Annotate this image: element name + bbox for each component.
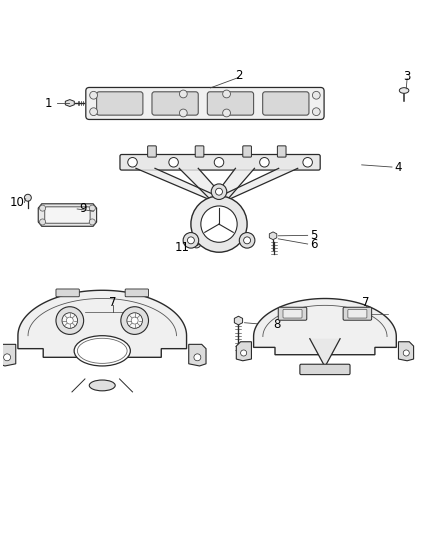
Circle shape <box>303 158 312 167</box>
Polygon shape <box>18 290 187 357</box>
FancyBboxPatch shape <box>263 92 309 115</box>
Circle shape <box>66 317 73 324</box>
Circle shape <box>223 109 230 117</box>
Polygon shape <box>399 342 413 361</box>
Text: 8: 8 <box>274 318 281 332</box>
FancyBboxPatch shape <box>148 146 156 157</box>
Circle shape <box>89 219 95 225</box>
Circle shape <box>191 196 247 252</box>
Text: 6: 6 <box>311 238 318 251</box>
Circle shape <box>211 184 227 199</box>
Circle shape <box>89 205 95 211</box>
FancyBboxPatch shape <box>300 364 350 375</box>
Circle shape <box>127 313 142 328</box>
Text: 9: 9 <box>79 201 87 215</box>
Text: 10: 10 <box>10 196 25 209</box>
Text: 7: 7 <box>362 296 370 309</box>
Circle shape <box>180 109 187 117</box>
FancyBboxPatch shape <box>283 309 302 318</box>
Ellipse shape <box>89 380 115 391</box>
Text: 4: 4 <box>395 160 402 174</box>
Text: 2: 2 <box>235 69 242 82</box>
Circle shape <box>215 188 223 195</box>
FancyBboxPatch shape <box>207 92 254 115</box>
FancyBboxPatch shape <box>278 307 307 320</box>
Circle shape <box>128 158 137 167</box>
Polygon shape <box>269 232 277 240</box>
Circle shape <box>180 90 187 98</box>
Polygon shape <box>38 204 97 227</box>
Polygon shape <box>310 338 340 367</box>
Circle shape <box>169 158 178 167</box>
FancyBboxPatch shape <box>86 87 324 119</box>
Text: 5: 5 <box>311 229 318 242</box>
FancyBboxPatch shape <box>348 309 367 318</box>
Ellipse shape <box>399 88 409 93</box>
Circle shape <box>187 237 194 244</box>
Polygon shape <box>179 168 227 200</box>
Text: 3: 3 <box>403 70 411 83</box>
FancyBboxPatch shape <box>56 289 79 297</box>
Circle shape <box>90 91 98 99</box>
FancyBboxPatch shape <box>120 155 320 170</box>
FancyBboxPatch shape <box>45 207 90 223</box>
Polygon shape <box>236 342 251 361</box>
FancyBboxPatch shape <box>97 92 143 115</box>
FancyBboxPatch shape <box>277 146 286 157</box>
Polygon shape <box>211 168 254 200</box>
Polygon shape <box>0 344 16 366</box>
FancyBboxPatch shape <box>195 146 204 157</box>
Polygon shape <box>65 100 74 107</box>
Circle shape <box>312 108 320 116</box>
Ellipse shape <box>74 336 131 366</box>
FancyBboxPatch shape <box>243 146 251 157</box>
FancyBboxPatch shape <box>152 92 198 115</box>
Circle shape <box>201 206 237 243</box>
Circle shape <box>25 195 32 201</box>
Circle shape <box>240 350 247 356</box>
Polygon shape <box>136 168 227 200</box>
Circle shape <box>192 239 201 248</box>
Circle shape <box>260 158 269 167</box>
Circle shape <box>56 306 84 334</box>
Circle shape <box>194 241 199 246</box>
Polygon shape <box>234 316 243 325</box>
Circle shape <box>90 108 98 116</box>
Circle shape <box>194 354 201 361</box>
FancyBboxPatch shape <box>125 289 148 297</box>
Circle shape <box>223 90 230 98</box>
Circle shape <box>239 232 255 248</box>
Text: 1: 1 <box>44 96 52 110</box>
Circle shape <box>4 354 11 361</box>
FancyBboxPatch shape <box>343 307 372 320</box>
Text: 7: 7 <box>110 296 117 309</box>
Circle shape <box>214 158 224 167</box>
Circle shape <box>183 232 199 248</box>
Circle shape <box>39 205 46 211</box>
Circle shape <box>39 219 46 225</box>
Polygon shape <box>189 344 206 366</box>
Ellipse shape <box>78 338 127 364</box>
Circle shape <box>62 313 78 328</box>
Text: 11: 11 <box>175 241 190 254</box>
Circle shape <box>121 306 148 334</box>
Polygon shape <box>211 168 298 200</box>
Circle shape <box>312 91 320 99</box>
Circle shape <box>131 317 138 324</box>
Circle shape <box>244 237 251 244</box>
Polygon shape <box>254 298 396 355</box>
Circle shape <box>403 350 409 356</box>
